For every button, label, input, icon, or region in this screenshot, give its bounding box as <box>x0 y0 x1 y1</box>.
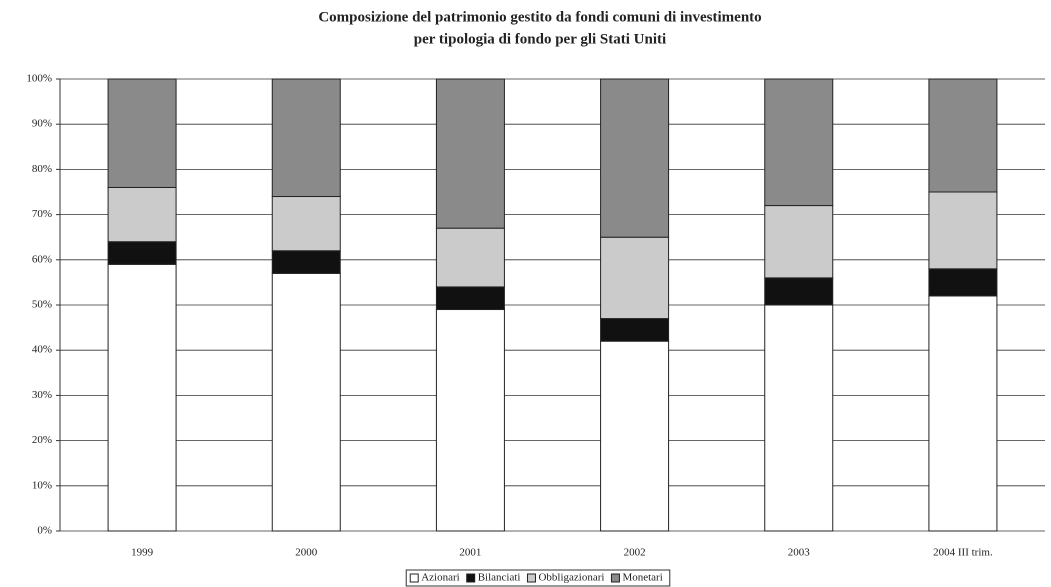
bar-segment <box>600 318 670 342</box>
x-tick-label: 2004 III trim. <box>933 547 993 559</box>
legend-swatch <box>409 573 419 583</box>
bar-segment <box>928 268 998 297</box>
bar-segment <box>107 78 177 188</box>
bar-segment <box>107 263 177 532</box>
bar-segment <box>764 78 834 207</box>
bar-segment <box>928 78 998 193</box>
bar-segment <box>435 78 505 229</box>
x-tick-label: 2002 <box>624 547 646 559</box>
legend-label: Monetari <box>622 572 662 584</box>
legend-swatch <box>610 573 620 583</box>
y-tick-label: 70% <box>32 208 52 220</box>
bar-segment <box>271 272 341 532</box>
legend-swatch <box>526 573 536 583</box>
bar-segment <box>107 241 177 265</box>
bar-segment <box>928 295 998 532</box>
y-tick-label: 10% <box>32 479 52 491</box>
bar-segment <box>764 304 834 532</box>
bar-segment <box>271 78 341 198</box>
bar-segment <box>928 191 998 270</box>
bar-segment <box>271 250 341 274</box>
y-tick-label: 60% <box>32 253 52 265</box>
bar-segment <box>271 196 341 252</box>
y-tick-label: 30% <box>32 389 52 401</box>
legend-swatch <box>466 573 476 583</box>
y-tick-label: 100% <box>26 73 52 85</box>
y-tick-label: 0% <box>37 525 52 537</box>
bar-segment <box>600 78 670 238</box>
bar-segment <box>107 186 177 243</box>
bar-segment <box>600 340 670 532</box>
bar-segment <box>435 309 505 532</box>
y-tick-label: 20% <box>32 434 52 446</box>
bar-segment <box>435 227 505 288</box>
legend-label: Azionari <box>421 572 459 584</box>
legend-label: Obbligazionari <box>538 572 604 584</box>
y-tick-label: 40% <box>32 344 52 356</box>
y-tick-label: 80% <box>32 163 52 175</box>
legend-box <box>405 569 671 587</box>
bar-segment <box>435 286 505 311</box>
x-tick-label: 1999 <box>131 547 154 559</box>
x-tick-label: 2003 <box>788 547 811 559</box>
chart-title: Composizione del patrimonio gestito da f… <box>318 9 761 25</box>
x-tick-label: 2001 <box>459 547 481 559</box>
legend-label: Bilanciati <box>478 572 521 584</box>
bar-segment <box>600 236 670 320</box>
chart-subtitle: per tipologia di fondo per gli Stati Uni… <box>414 31 666 47</box>
bar-segment <box>764 277 834 306</box>
y-tick-label: 50% <box>32 299 52 311</box>
bar-segment <box>764 205 834 279</box>
x-tick-label: 2000 <box>295 547 318 559</box>
y-tick-label: 90% <box>32 118 52 130</box>
